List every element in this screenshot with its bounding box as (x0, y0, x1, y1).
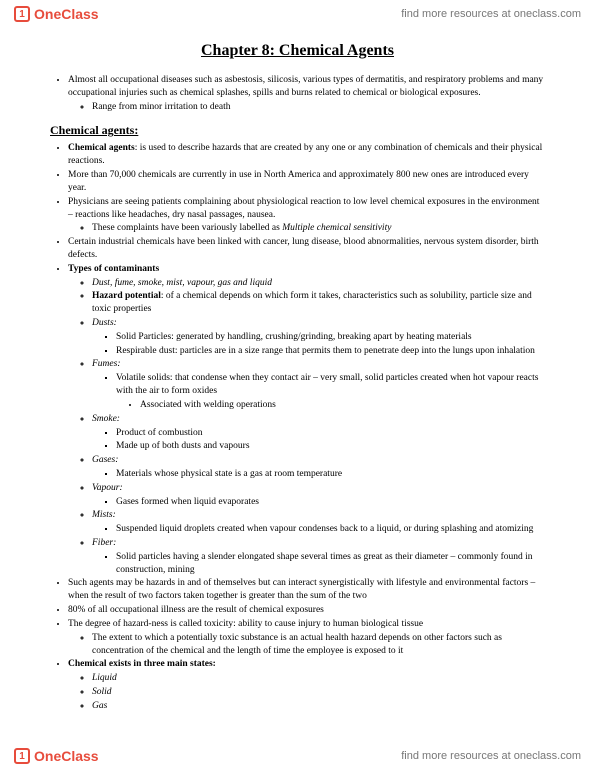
sub-bullet: Vapour: Gases formed when liquid evapora… (92, 482, 545, 509)
logo-text: OneClass (34, 748, 99, 764)
header-bar: 1 OneClass find more resources at onecla… (0, 0, 595, 28)
logo-icon: 1 (14, 748, 30, 764)
bullet: Physicians are seeing patients complaini… (68, 196, 545, 235)
footer-bar: 1 OneClass find more resources at onecla… (0, 742, 595, 770)
intro-subitem: Range from minor irritation to death (92, 101, 545, 114)
detail: Made up of both dusts and vapours (116, 440, 545, 453)
footer-tagline: find more resources at oneclass.com (401, 750, 581, 762)
logo-text: OneClass (34, 6, 99, 22)
header-tagline: find more resources at oneclass.com (401, 8, 581, 20)
bullet: Such agents may be hazards in and of the… (68, 577, 545, 603)
sub-bullet: Dusts: Solid Particles: generated by han… (92, 317, 545, 357)
contaminant-heading: Vapour: (92, 483, 123, 493)
intro-list: Almost all occupational diseases such as… (50, 74, 545, 113)
document-page: Chapter 8: Chemical Agents Almost all oc… (0, 28, 595, 754)
section-heading: Chemical agents: (50, 123, 545, 138)
bullet: 80% of all occupational illness are the … (68, 604, 545, 617)
contaminant-heading: Fumes: (92, 359, 121, 369)
sub-bullet: The extent to which a potentially toxic … (92, 632, 545, 658)
detail: Volatile solids: that condense when they… (116, 372, 545, 411)
detail: Gases formed when liquid evaporates (116, 496, 545, 509)
text: : is used to describe hazards that are c… (68, 143, 542, 166)
sub-bullet: Smoke: Product of combustion Made up of … (92, 413, 545, 453)
bullet: More than 70,000 chemicals are currently… (68, 169, 545, 195)
detail: Solid particles having a slender elongat… (116, 551, 545, 577)
sub-bullet: Mists: Suspended liquid droplets created… (92, 509, 545, 536)
detail: Solid Particles: generated by handling, … (116, 331, 545, 344)
bullet: The degree of hazard-ness is called toxi… (68, 618, 545, 657)
states-heading: Chemical exists in three main states: (68, 659, 216, 669)
bullet: Certain industrial chemicals have been l… (68, 236, 545, 262)
intro-text: Almost all occupational diseases such as… (68, 75, 543, 98)
contaminant-heading: Fiber: (92, 538, 116, 548)
detail: Suspended liquid droplets created when v… (116, 523, 545, 536)
intro-item: Almost all occupational diseases such as… (68, 74, 545, 113)
contaminant-heading: Dusts: (92, 318, 117, 328)
text: These complaints have been variously lab… (92, 223, 282, 233)
logo-icon: 1 (14, 6, 30, 22)
detail: Respirable dust: particles are in a size… (116, 345, 545, 358)
detail: Materials whose physical state is a gas … (116, 468, 545, 481)
state-item: Liquid (92, 672, 545, 685)
contaminant-heading: Mists: (92, 510, 116, 520)
sub-bullet: Gases: Materials whose physical state is… (92, 454, 545, 481)
page-title: Chapter 8: Chemical Agents (50, 42, 545, 60)
text: The degree of hazard-ness is called toxi… (68, 619, 423, 629)
text: Volatile solids: that condense when they… (116, 373, 538, 396)
section-list: Chemical agents: is used to describe haz… (50, 142, 545, 712)
term: Hazard potential (92, 291, 161, 301)
sub-bullet: These complaints have been variously lab… (92, 222, 545, 235)
term-italic: Multiple chemical sensitivity (282, 223, 391, 233)
sub-bullet: Fumes: Volatile solids: that condense wh… (92, 358, 545, 411)
detail: Product of combustion (116, 427, 545, 440)
contaminant-heading: Smoke: (92, 414, 120, 424)
types-list: Dust, fume, smoke, mist, vapour, gas and… (92, 277, 545, 290)
bullet: Types of contaminants Dust, fume, smoke,… (68, 263, 545, 577)
text: Physicians are seeing patients complaini… (68, 197, 539, 220)
sub-detail: Associated with welding operations (140, 399, 545, 412)
types-heading: Types of contaminants (68, 264, 159, 274)
bullet: Chemical agents: is used to describe haz… (68, 142, 545, 168)
state-item: Solid (92, 686, 545, 699)
sub-bullet: Fiber: Solid particles having a slender … (92, 537, 545, 576)
term: Chemical agents (68, 143, 135, 153)
state-item: Gas (92, 700, 545, 713)
sub-bullet: Hazard potential: of a chemical depends … (92, 290, 545, 316)
brand-logo: 1 OneClass (14, 6, 99, 22)
contaminant-heading: Gases: (92, 455, 118, 465)
brand-logo-footer: 1 OneClass (14, 748, 99, 764)
bullet: Chemical exists in three main states: Li… (68, 658, 545, 712)
